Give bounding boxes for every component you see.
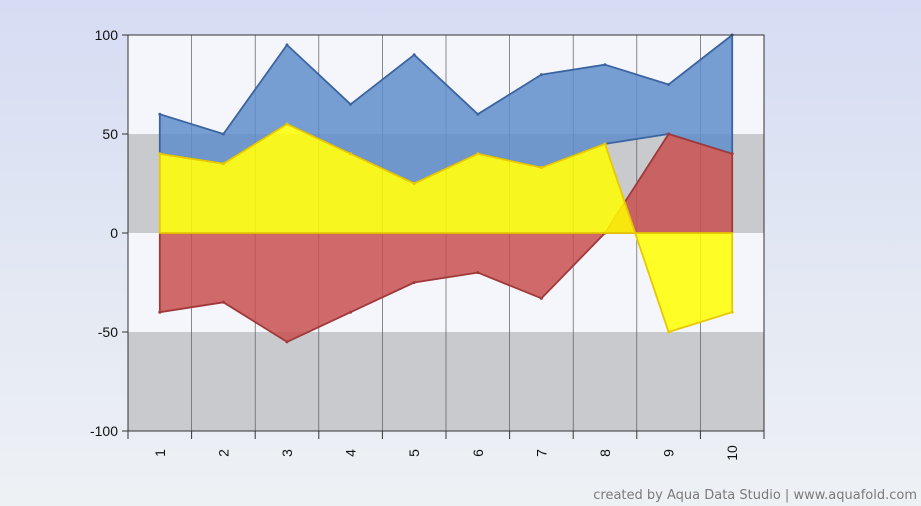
- series-1-point: [603, 63, 607, 67]
- series-3-point: [158, 152, 162, 156]
- y-tick-label: -50: [98, 324, 118, 340]
- x-tick-label: 10: [724, 445, 740, 461]
- y-tick-label: 50: [102, 126, 118, 142]
- series-1-point: [285, 43, 289, 47]
- series-2-point: [667, 132, 671, 136]
- series-2-point: [158, 310, 162, 314]
- series-2-point: [476, 271, 480, 275]
- series-3-point: [221, 162, 225, 166]
- x-tick-label: 6: [470, 449, 486, 457]
- y-tick-label: 0: [110, 225, 118, 241]
- series-3-point: [667, 330, 671, 334]
- x-tick-label: 2: [215, 449, 231, 457]
- series-3-point: [412, 182, 416, 185]
- series-3-point: [349, 152, 353, 156]
- series-2-point: [539, 296, 543, 300]
- series-3-point: [285, 122, 289, 126]
- series-1-point: [221, 132, 225, 136]
- x-tick-label: 9: [661, 449, 677, 457]
- x-tick-label: 1: [152, 449, 168, 457]
- series-1-point: [158, 112, 162, 116]
- y-tick-label: -100: [90, 423, 118, 439]
- x-tick-label: 8: [597, 449, 613, 457]
- series-1-point: [476, 112, 480, 116]
- series-2-point: [285, 340, 289, 344]
- series-2-point: [730, 152, 734, 156]
- x-tick-label: 4: [343, 449, 359, 457]
- series-1-point: [412, 53, 416, 57]
- credit-text: created by Aqua Data Studio | www.aquafo…: [593, 488, 917, 503]
- series-1-point: [667, 83, 671, 86]
- series-3-area: [158, 123, 734, 333]
- series-3-point: [476, 152, 480, 156]
- y-tick-label: 100: [95, 27, 119, 43]
- series-1-point: [349, 102, 353, 106]
- series-1-point: [539, 73, 543, 77]
- series-3-point: [539, 166, 543, 170]
- series-2-point: [221, 300, 225, 304]
- series-2-point: [412, 281, 416, 284]
- x-tick-label: 3: [279, 449, 295, 457]
- series-3-point: [730, 310, 734, 314]
- series-2-point: [349, 310, 353, 314]
- x-tick-label: 5: [406, 449, 422, 457]
- series-3-point: [603, 142, 607, 146]
- x-tick-label: 7: [533, 449, 549, 457]
